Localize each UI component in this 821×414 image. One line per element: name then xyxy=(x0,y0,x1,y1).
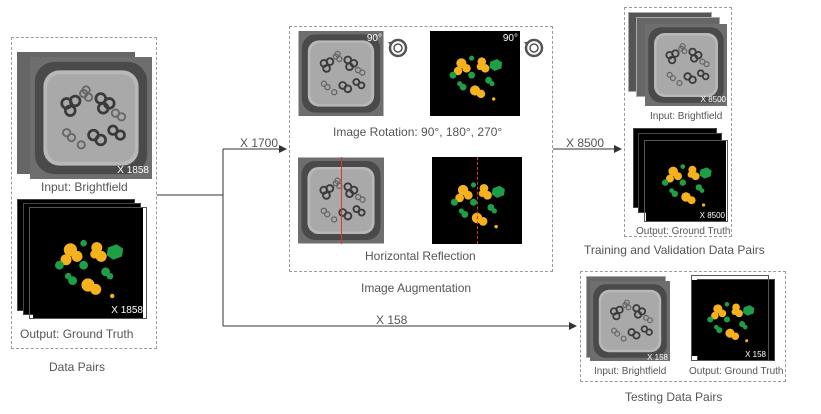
training-caption: Training and Validation Data Pairs xyxy=(584,243,765,257)
testing-output-image: X 158 xyxy=(691,275,769,361)
data-pairs-output-image: X 1858 xyxy=(29,207,147,319)
training-output-count: X 8500 xyxy=(699,211,725,220)
training-output-image: X 8500 xyxy=(644,140,728,222)
data-pairs-output-count: X 1858 xyxy=(111,305,143,316)
data-pairs-input-label: Input: Brightfield xyxy=(41,180,128,194)
rotate-icon xyxy=(386,36,410,60)
training-input-count: X 8500 xyxy=(700,95,726,104)
rotation-brightfield-image: 90° xyxy=(298,31,384,116)
reflection-label: Horizontal Reflection xyxy=(365,249,476,263)
data-pairs-input-image: X 1858 xyxy=(29,57,153,179)
data-pairs-input-count: X 1858 xyxy=(117,165,149,176)
training-input-label: Input: Brightfield xyxy=(650,111,723,122)
training-group xyxy=(624,7,732,237)
rotation-label: Image Rotation: 90°, 180°, 270° xyxy=(333,125,503,139)
reflection-axis-line xyxy=(341,157,342,244)
arrow-label-augmentation: X 1700 xyxy=(240,136,279,150)
testing-caption: Testing Data Pairs xyxy=(625,390,723,404)
testing-output-label: Output: Ground Truth xyxy=(689,366,784,377)
training-input-image: X 8500 xyxy=(644,24,728,106)
reflection-ground-truth-image xyxy=(432,157,522,244)
testing-output-count: X 158 xyxy=(745,350,766,359)
data-pairs-group xyxy=(11,37,157,349)
arrow-label-training: X 8500 xyxy=(566,136,605,150)
testing-input-label: Input: Brightfield xyxy=(594,366,667,377)
reflection-brightfield-image xyxy=(298,157,384,244)
testing-group xyxy=(580,271,786,382)
rotate-icon xyxy=(522,36,546,60)
data-pairs-output-label: Output: Ground Truth xyxy=(20,327,134,341)
training-output-label: Output: Ground Truth xyxy=(636,226,731,237)
reflection-axis-line xyxy=(477,157,478,244)
augmentation-caption: Image Augmentation xyxy=(361,281,472,295)
rotation-badge-right: 90° xyxy=(502,33,518,44)
rotation-ground-truth-image: 90° xyxy=(430,31,520,116)
testing-input-count: X 158 xyxy=(647,353,668,362)
data-pairs-caption: Data Pairs xyxy=(49,360,106,374)
rotation-badge-left: 90° xyxy=(366,33,382,44)
augmentation-group xyxy=(289,26,553,272)
testing-input-image: X 158 xyxy=(590,279,670,363)
arrow-label-testing: X 158 xyxy=(376,313,408,327)
